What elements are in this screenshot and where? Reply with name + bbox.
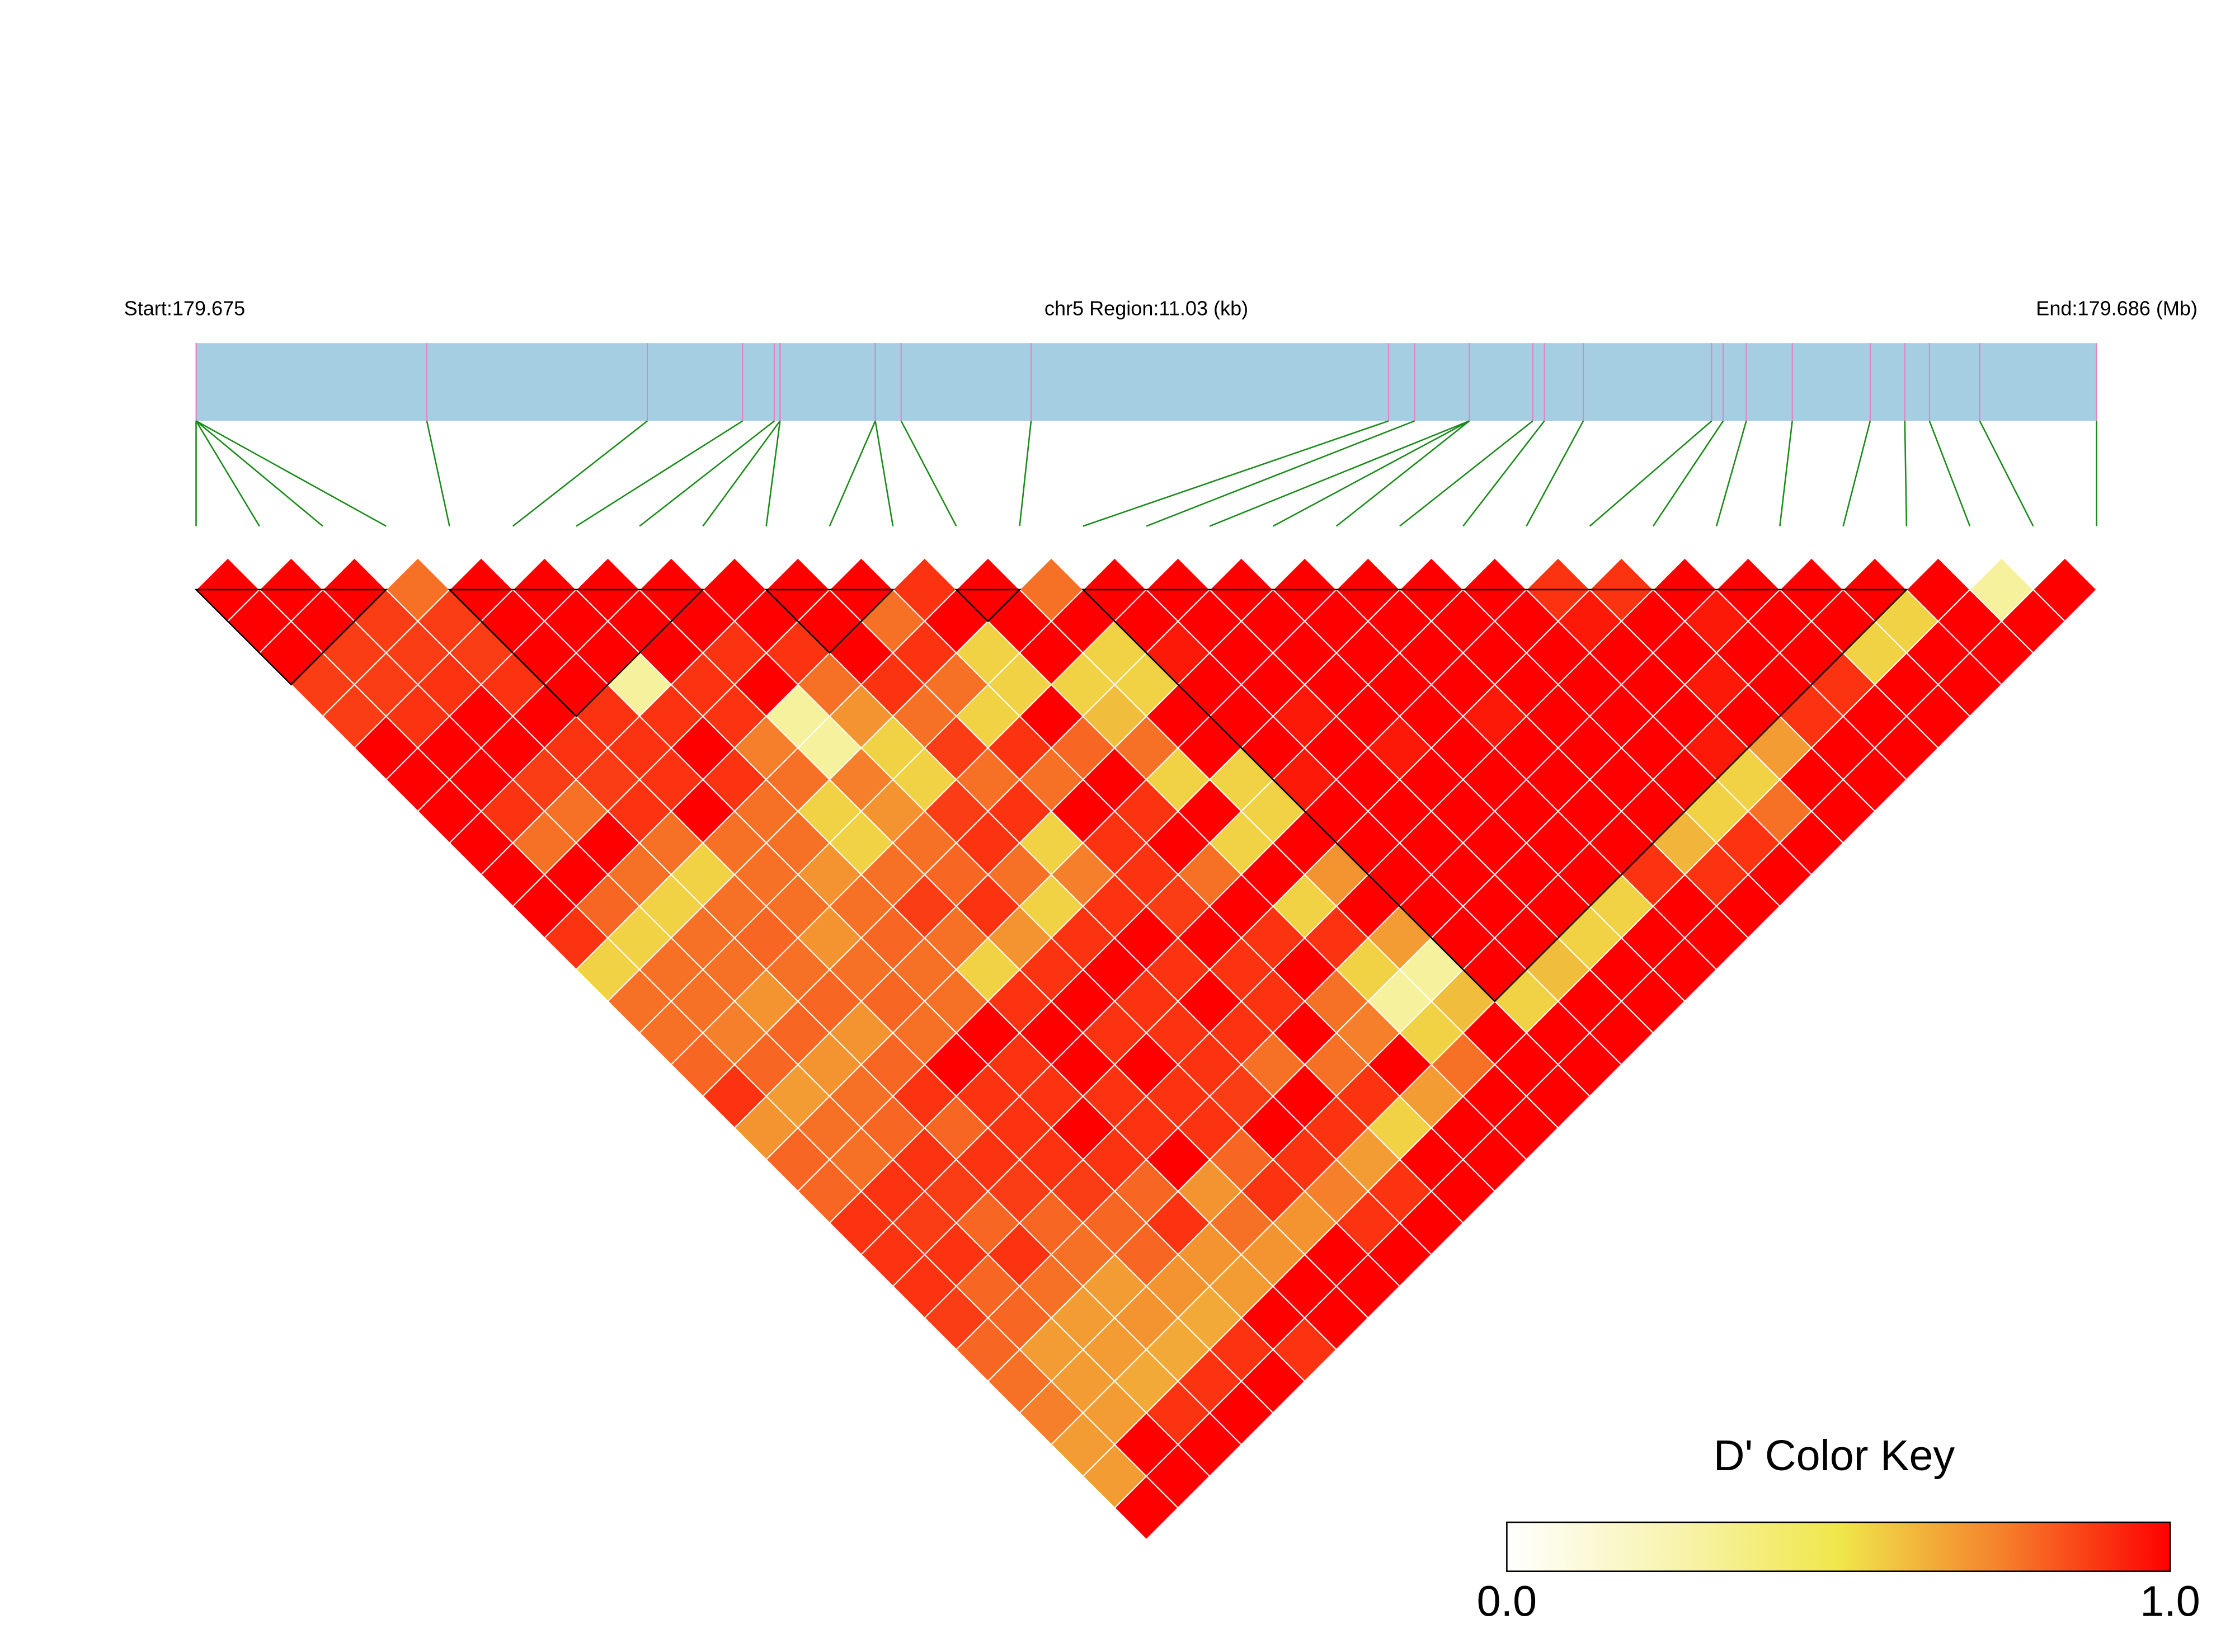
snp-connector: [195, 420, 323, 527]
snp-connector: [195, 420, 387, 527]
snp-connector: [1715, 421, 1747, 526]
end-label: End:179.686 (Mb): [2036, 297, 2198, 320]
snp-connector: [639, 420, 775, 527]
snp-connector: [512, 420, 648, 527]
snp-connector: [426, 421, 450, 526]
snp-connector: [1779, 421, 1793, 526]
snp-connector: [1335, 420, 1470, 527]
color-key-title: D' Color Key: [1714, 1432, 1955, 1480]
snp-connector: [1928, 420, 1971, 526]
snp-connector: [1526, 420, 1584, 527]
start-label: Start:179.675: [124, 297, 246, 320]
snp-connector: [1019, 421, 1032, 526]
snp-connector: [1399, 420, 1533, 527]
color-key-label: 0.0: [1477, 1577, 1537, 1625]
snp-connector: [702, 420, 781, 527]
snp-connector: [576, 420, 744, 527]
snp-connector: [1462, 420, 1545, 527]
snp-connector: [900, 420, 957, 527]
ld-cell: [2032, 557, 2098, 622]
snp-connector: [829, 420, 876, 527]
ld-block: [764, 589, 895, 654]
ld-block: [1081, 589, 1908, 1003]
snp-connector: [765, 421, 781, 526]
region-bar: [196, 343, 2097, 421]
ld-block: [194, 589, 388, 686]
snp-connector: [195, 420, 260, 527]
snp-connector: [1209, 420, 1470, 527]
snp-connector: [1589, 420, 1712, 527]
snp-connector: [1979, 420, 2034, 527]
color-key-label: 1.0: [2140, 1577, 2200, 1625]
region-label: chr5 Region:11.03 (kb): [1044, 297, 1248, 320]
ld-block: [448, 589, 705, 718]
snp-connector: [1083, 420, 1389, 527]
color-key-bar: [1506, 1521, 2171, 1572]
snp-connector: [1272, 420, 1470, 527]
snp-connector: [1146, 420, 1415, 527]
ld-block: [954, 589, 1022, 623]
snp-connector: [874, 421, 894, 526]
snp-connector: [1904, 421, 1908, 526]
snp-connector: [1652, 420, 1724, 527]
snp-connector: [1842, 421, 1871, 526]
